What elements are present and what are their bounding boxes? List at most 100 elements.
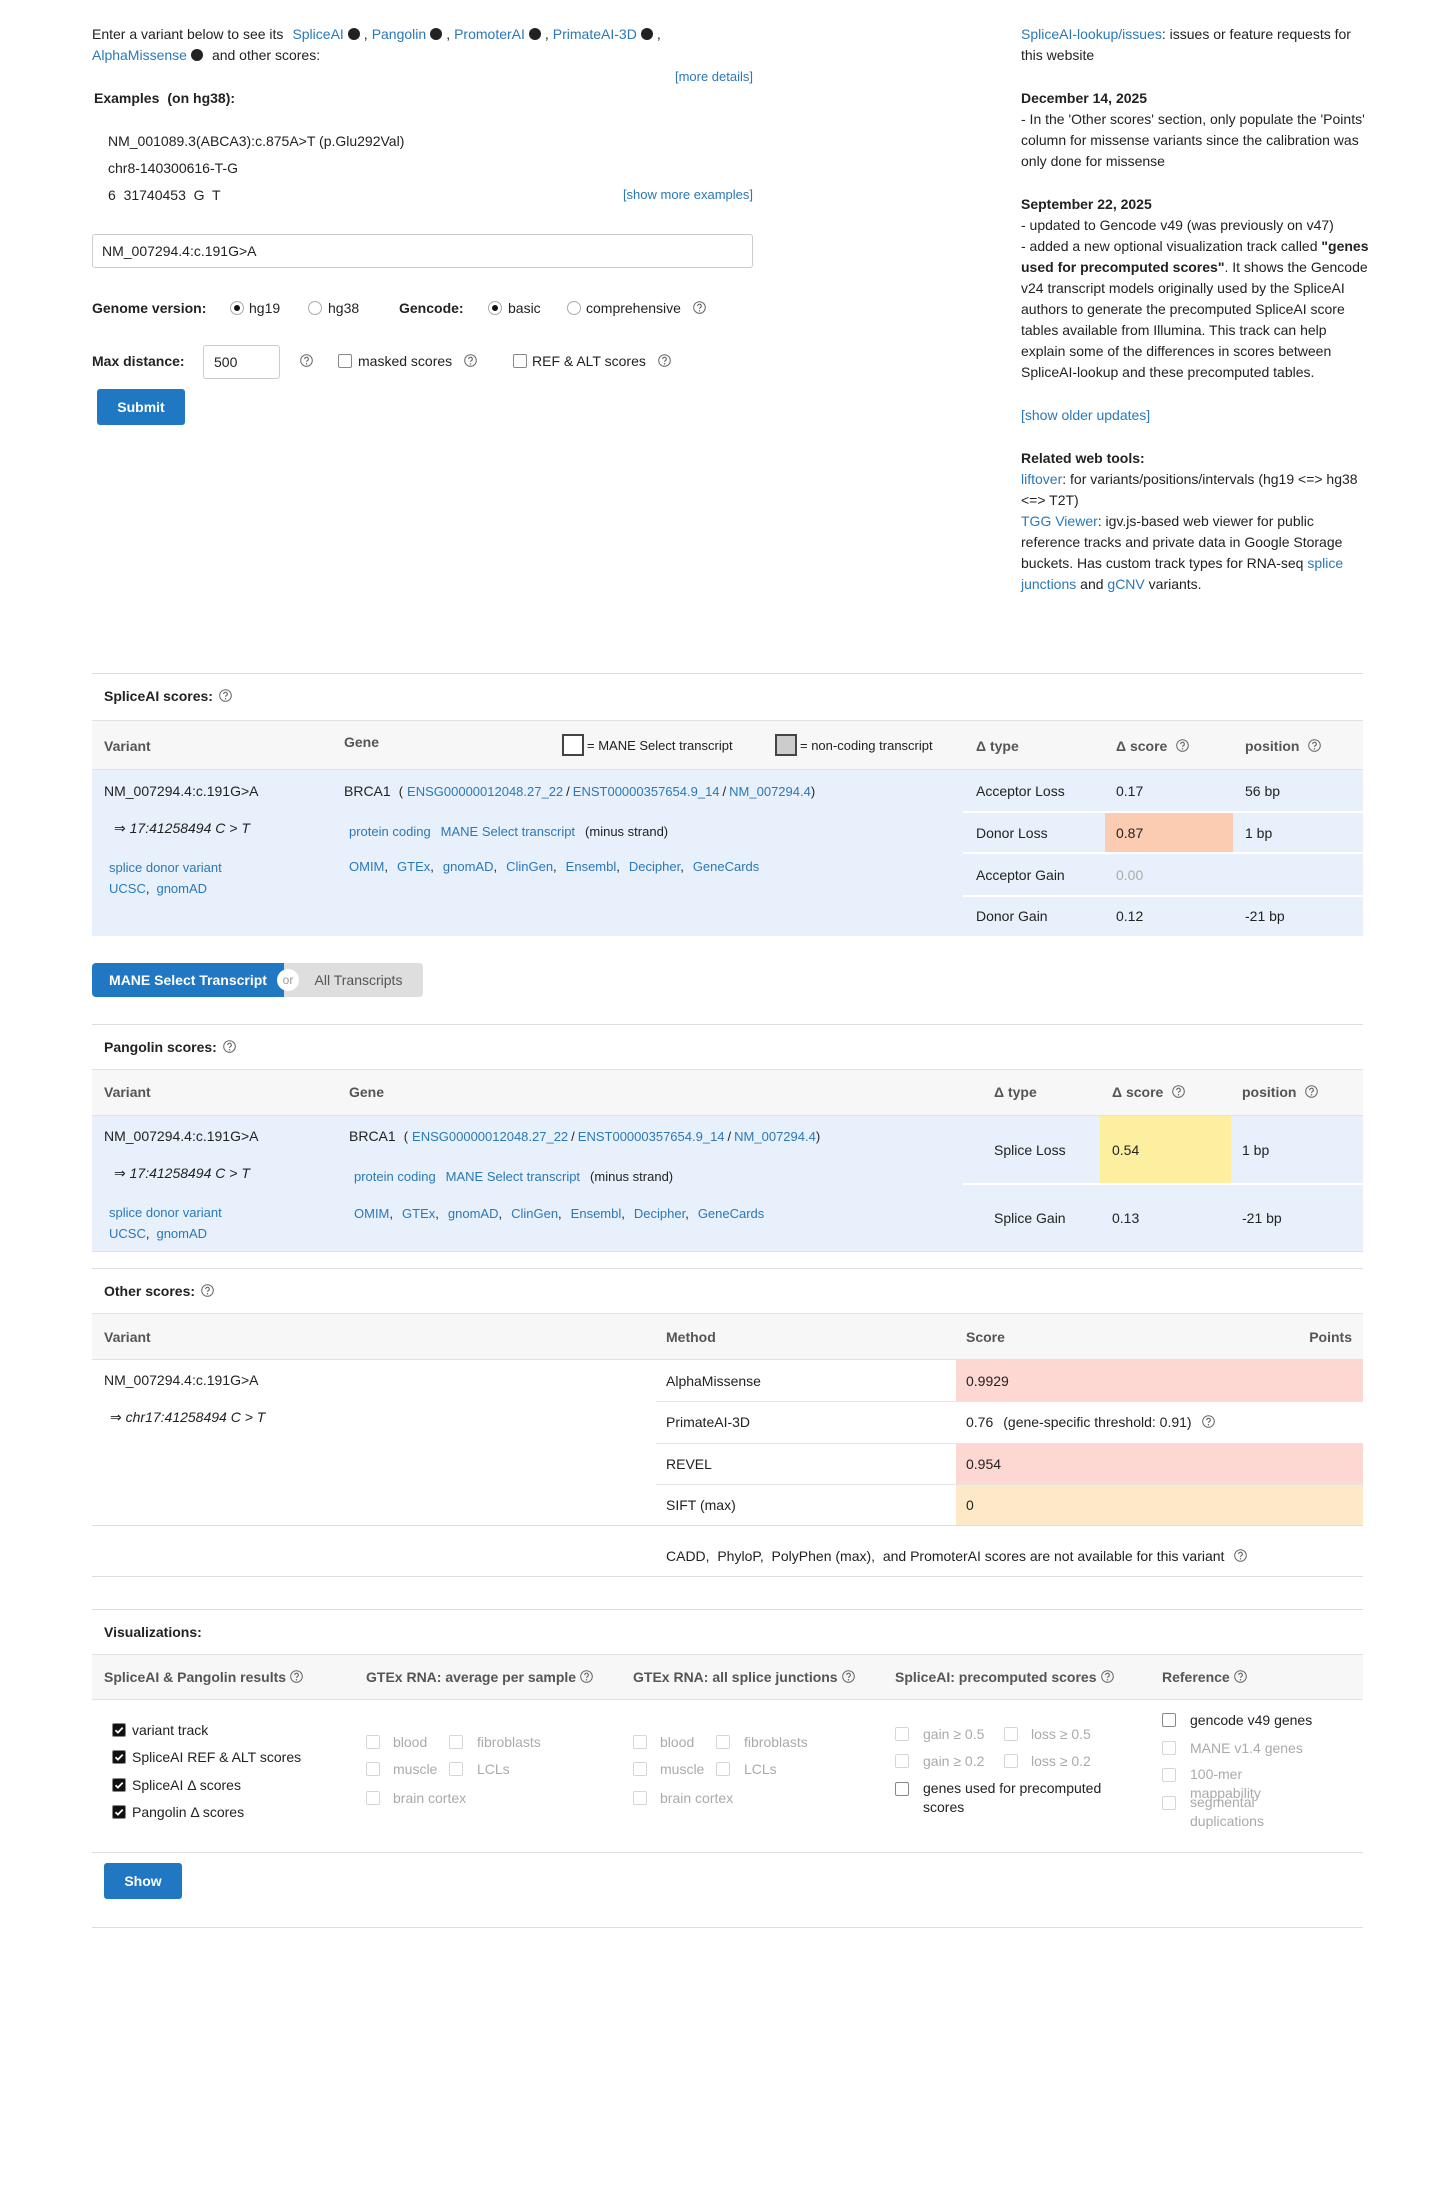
- tool-link[interactable]: Pangolin: [371, 26, 427, 42]
- checkbox[interactable]: [338, 354, 352, 368]
- gcnv-link[interactable]: gCNV: [1107, 576, 1145, 592]
- help-icon[interactable]: [1305, 1085, 1318, 1098]
- consequence-link[interactable]: splice donor variant: [109, 860, 222, 875]
- transcript-link[interactable]: ENSG00000012048.27_22: [407, 784, 564, 799]
- consequence-link[interactable]: splice donor variant: [109, 1205, 222, 1220]
- help-icon[interactable]: [1176, 739, 1189, 752]
- help-icon[interactable]: [1234, 1670, 1247, 1683]
- max-distance-input[interactable]: [203, 345, 280, 379]
- splice-junctions-link[interactable]: splice junctions: [1021, 555, 1344, 592]
- transcript-link[interactable]: ENSG00000012048.27_22: [412, 1129, 569, 1144]
- help-glyph: [658, 354, 671, 367]
- row-divider: [963, 852, 1363, 854]
- gene-link[interactable]: gnomAD: [442, 859, 494, 874]
- help-icon[interactable]: [842, 1670, 855, 1683]
- variant-link[interactable]: gnomAD: [156, 1226, 208, 1241]
- checkbox[interactable]: [112, 1805, 126, 1819]
- help-icon[interactable]: [1101, 1670, 1114, 1683]
- help-icon[interactable]: [223, 1040, 236, 1053]
- liftover-link[interactable]: liftover: [1021, 471, 1063, 487]
- transcript-link[interactable]: NM_007294.4: [734, 1129, 816, 1144]
- gene-link[interactable]: OMIM: [354, 1206, 390, 1221]
- help-icon[interactable]: [1234, 1549, 1247, 1562]
- all-transcripts-button[interactable]: All Transcripts: [284, 963, 423, 997]
- help-icon[interactable]: [464, 354, 477, 367]
- checkbox[interactable]: [1162, 1713, 1176, 1727]
- github-icon: [347, 28, 360, 40]
- gene-link[interactable]: Ensembl: [570, 1206, 622, 1221]
- biotype-link[interactable]: protein coding: [349, 824, 431, 839]
- update: December 14, 2025 - In the 'Other scores'…: [1021, 88, 1369, 172]
- show-more-link[interactable]: [show more examples]: [622, 187, 753, 202]
- radio[interactable]: [230, 301, 244, 315]
- gene-link[interactable]: GTEx: [402, 1206, 436, 1221]
- checkbox[interactable]: [513, 354, 527, 368]
- gene-link[interactable]: OMIM: [349, 859, 385, 874]
- checkbox-label: MANE v1.4 genes: [1190, 1740, 1303, 1756]
- issues-link[interactable]: SpliceAI-lookup/issues: [1021, 26, 1162, 42]
- column-header: Method: [666, 1329, 716, 1345]
- help-icon[interactable]: [290, 1670, 303, 1683]
- radio[interactable]: [567, 301, 581, 315]
- variant-link[interactable]: UCSC: [109, 881, 146, 896]
- checkbox[interactable]: [895, 1782, 909, 1796]
- checkbox: [366, 1791, 380, 1805]
- transcript-link[interactable]: ENST00000357654.9_14: [572, 784, 720, 799]
- divider: [92, 1251, 1363, 1252]
- gene-link[interactable]: Decipher: [633, 1206, 686, 1221]
- transcript-link[interactable]: NM_007294.4: [729, 784, 811, 799]
- section-title: Visualizations:: [104, 1624, 202, 1640]
- help-icon[interactable]: [219, 689, 232, 702]
- example-link[interactable]: 6 31740453 G T: [108, 187, 221, 203]
- checkbox[interactable]: [112, 1778, 126, 1792]
- checkbox[interactable]: [112, 1723, 126, 1737]
- help-icon[interactable]: [580, 1670, 593, 1683]
- biotype-link[interactable]: protein coding: [354, 1169, 436, 1184]
- column-header: position: [1242, 1084, 1297, 1100]
- transcript-tag-link[interactable]: MANE Select transcript: [445, 1169, 581, 1184]
- help-icon[interactable]: [300, 354, 313, 367]
- radio[interactable]: [488, 301, 502, 315]
- delta-type: Acceptor Gain: [976, 866, 1065, 883]
- delta-score: 0.17: [1116, 783, 1144, 799]
- example-link[interactable]: chr8-140300616-T-G: [108, 160, 238, 176]
- tool-link[interactable]: PromoterAI: [454, 26, 525, 42]
- help-icon[interactable]: [201, 1284, 214, 1297]
- help-curve: [223, 691, 228, 697]
- gene-link[interactable]: Ensembl: [565, 859, 617, 874]
- tool-link[interactable]: SpliceAI: [292, 26, 344, 42]
- variant-link[interactable]: gnomAD: [156, 881, 208, 896]
- submit-button[interactable]: Submit: [97, 389, 185, 425]
- show-older-link[interactable]: [show older updates]: [1021, 407, 1151, 423]
- help-icon[interactable]: [693, 301, 706, 314]
- tool-link[interactable]: PrimateAI-3D: [552, 26, 637, 42]
- checkbox[interactable]: [112, 1750, 126, 1764]
- show-button[interactable]: Show: [104, 1863, 182, 1899]
- help-icon[interactable]: [1172, 1085, 1185, 1098]
- checkbox-label: SpliceAI REF & ALT scores: [132, 1749, 302, 1765]
- transcript-link[interactable]: ENST00000357654.9_14: [577, 1129, 725, 1144]
- help-icon[interactable]: [658, 354, 671, 367]
- gene-link[interactable]: GTEx: [397, 859, 431, 874]
- variant-input[interactable]: [92, 234, 753, 268]
- method-score: 0: [966, 1496, 974, 1513]
- tgg-link[interactable]: TGG Viewer: [1021, 513, 1098, 529]
- update-text: . It shows the Gencode v24 transcript mo…: [1021, 259, 1368, 380]
- gene-link[interactable]: GeneCards: [692, 859, 760, 874]
- help-dot: [305, 363, 308, 365]
- more-details-link[interactable]: [more details]: [674, 69, 753, 84]
- help-icon[interactable]: [1202, 1415, 1215, 1428]
- radio[interactable]: [308, 301, 322, 315]
- help-icon[interactable]: [1308, 739, 1321, 752]
- tool-link[interactable]: AlphaMissense: [92, 47, 187, 63]
- gene-link[interactable]: gnomAD: [447, 1206, 499, 1221]
- separator: ,: [145, 1226, 150, 1241]
- gene-link[interactable]: ClinGen: [511, 1206, 559, 1221]
- gene-link[interactable]: Decipher: [628, 859, 681, 874]
- gene-link[interactable]: GeneCards: [697, 1206, 765, 1221]
- variant-link[interactable]: UCSC: [109, 1226, 146, 1241]
- gene-link[interactable]: ClinGen: [506, 859, 554, 874]
- mane-transcript-button[interactable]: MANE Select Transcript: [92, 963, 284, 997]
- transcript-tag-link[interactable]: MANE Select transcript: [440, 824, 576, 839]
- example-link[interactable]: NM_001089.3(ABCA3):c.875A>T (p.Glu292Val…: [108, 133, 405, 149]
